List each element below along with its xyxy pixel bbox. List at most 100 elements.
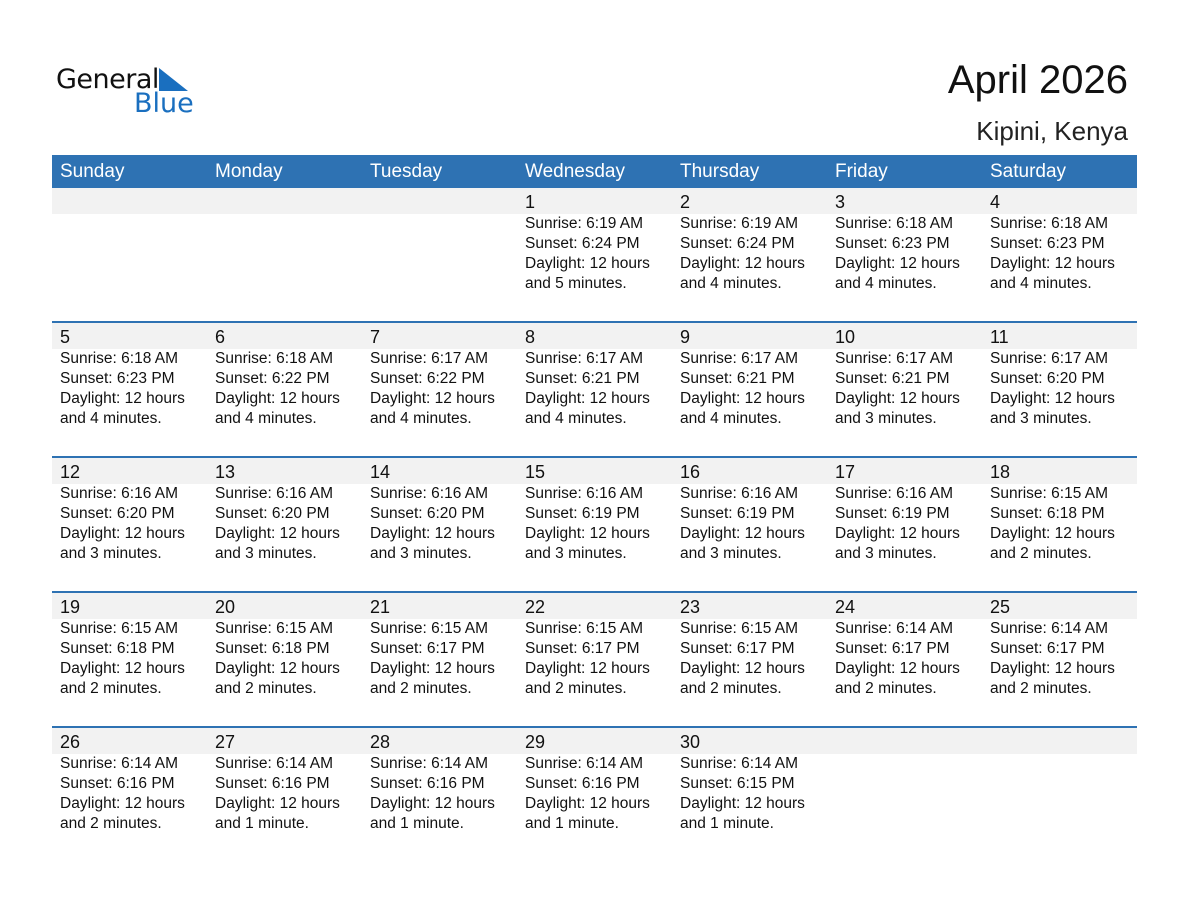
sunset-text: Sunset: 6:19 PM <box>525 505 640 522</box>
day-number: 10 <box>835 327 856 347</box>
daylight-text: Daylight: 12 hours <box>60 795 185 812</box>
daylight-minutes-text: and 4 minutes. <box>835 275 937 292</box>
week-row: 1 Sunrise: 6:19 AM Sunset: 6:24 PM Daylight… <box>52 188 1137 323</box>
weekday-thursday: Thursday <box>680 161 760 182</box>
sunset-text: Sunset: 6:17 PM <box>835 640 950 657</box>
sunrise-text: Sunrise: 6:14 AM <box>525 755 644 772</box>
sunset-text: Sunset: 6:23 PM <box>60 370 175 387</box>
daylight-minutes-text: and 5 minutes. <box>525 275 627 292</box>
daylight-text: Daylight: 12 hours <box>525 390 650 407</box>
daylight-text: Daylight: 12 hours <box>525 255 650 272</box>
daylight-text: Daylight: 12 hours <box>215 390 340 407</box>
empty-cell <box>207 188 362 323</box>
day-cell: 20 Sunrise: 6:15 AM Sunset: 6:18 PM Dayligh… <box>207 593 362 728</box>
weekday-sunday: Sunday <box>60 161 125 182</box>
day-number: 29 <box>525 732 546 752</box>
day-number-band <box>52 728 1137 754</box>
day-cell: 11 Sunrise: 6:17 AM Sunset: 6:20 PM Dayligh… <box>982 323 1137 458</box>
location: Kipini, Kenya <box>976 116 1128 146</box>
daylight-text: Daylight: 12 hours <box>835 660 960 677</box>
sunset-text: Sunset: 6:19 PM <box>680 505 795 522</box>
daylight-minutes-text: and 3 minutes. <box>525 545 627 562</box>
day-cell: 18 Sunrise: 6:15 AM Sunset: 6:18 PM Dayligh… <box>982 458 1137 593</box>
day-number: 1 <box>525 192 536 212</box>
day-cell: 27 Sunrise: 6:14 AM Sunset: 6:16 PM Dayligh… <box>207 728 362 863</box>
sunset-text: Sunset: 6:24 PM <box>680 235 795 252</box>
day-cell: 15 Sunrise: 6:16 AM Sunset: 6:19 PM Dayligh… <box>517 458 672 593</box>
sunrise-text: Sunrise: 6:14 AM <box>835 620 954 637</box>
day-cell: 14 Sunrise: 6:16 AM Sunset: 6:20 PM Dayligh… <box>362 458 517 593</box>
daylight-text: Daylight: 12 hours <box>680 660 805 677</box>
daylight-minutes-text: and 2 minutes. <box>370 680 472 697</box>
day-number: 6 <box>215 327 226 347</box>
day-number: 25 <box>990 597 1011 617</box>
daylight-text: Daylight: 12 hours <box>835 525 960 542</box>
daylight-text: Daylight: 12 hours <box>370 525 495 542</box>
day-number-band <box>52 458 1137 484</box>
empty-cell <box>827 728 982 863</box>
sunset-text: Sunset: 6:21 PM <box>835 370 950 387</box>
day-number: 5 <box>60 327 71 347</box>
day-number: 13 <box>215 462 236 482</box>
day-number: 20 <box>215 597 236 617</box>
daylight-minutes-text: and 1 minute. <box>525 815 619 832</box>
day-number: 11 <box>990 327 1009 347</box>
sunrise-text: Sunrise: 6:14 AM <box>990 620 1109 637</box>
day-number: 21 <box>370 597 391 617</box>
daylight-minutes-text: and 4 minutes. <box>215 410 317 427</box>
sunset-text: Sunset: 6:23 PM <box>835 235 950 252</box>
day-number: 3 <box>835 192 846 212</box>
week-row: 12 Sunrise: 6:16 AM Sunset: 6:20 PM Dayligh… <box>52 456 1137 593</box>
day-number: 24 <box>835 597 856 617</box>
sunset-text: Sunset: 6:22 PM <box>215 370 330 387</box>
day-number: 26 <box>60 732 81 752</box>
sunset-text: Sunset: 6:21 PM <box>680 370 795 387</box>
day-cell: 29 Sunrise: 6:14 AM Sunset: 6:16 PM Dayligh… <box>517 728 672 863</box>
logo-blue: Blue <box>134 88 194 119</box>
daylight-minutes-text: and 4 minutes. <box>370 410 472 427</box>
day-number: 4 <box>990 192 1001 212</box>
daylight-minutes-text: and 2 minutes. <box>680 680 782 697</box>
day-cell: 17 Sunrise: 6:16 AM Sunset: 6:19 PM Dayligh… <box>827 458 982 593</box>
sunset-text: Sunset: 6:18 PM <box>60 640 175 657</box>
sunset-text: Sunset: 6:21 PM <box>525 370 640 387</box>
day-number: 23 <box>680 597 701 617</box>
sunset-text: Sunset: 6:16 PM <box>525 775 640 792</box>
sunset-text: Sunset: 6:20 PM <box>215 505 330 522</box>
day-cell: 24 Sunrise: 6:14 AM Sunset: 6:17 PM Dayligh… <box>827 593 982 728</box>
day-cell: 13 Sunrise: 6:16 AM Sunset: 6:20 PM Dayligh… <box>207 458 362 593</box>
sunrise-text: Sunrise: 6:16 AM <box>215 485 334 502</box>
day-cell: 12 Sunrise: 6:16 AM Sunset: 6:20 PM Dayligh… <box>52 458 207 593</box>
day-cell: 19 Sunrise: 6:15 AM Sunset: 6:18 PM Dayligh… <box>52 593 207 728</box>
daylight-minutes-text: and 4 minutes. <box>680 410 782 427</box>
week-row: 5 Sunrise: 6:18 AM Sunset: 6:23 PM Daylight… <box>52 321 1137 458</box>
week-row: 26 Sunrise: 6:14 AM Sunset: 6:16 PM Dayligh… <box>52 726 1137 863</box>
sunrise-text: Sunrise: 6:17 AM <box>680 350 799 367</box>
sunrise-text: Sunrise: 6:15 AM <box>215 620 334 637</box>
sunrise-text: Sunrise: 6:14 AM <box>370 755 489 772</box>
sunset-text: Sunset: 6:15 PM <box>680 775 795 792</box>
sunrise-text: Sunrise: 6:19 AM <box>525 215 644 232</box>
daylight-minutes-text: and 1 minute. <box>370 815 464 832</box>
day-number: 8 <box>525 327 536 347</box>
day-cell: 26 Sunrise: 6:14 AM Sunset: 6:16 PM Dayligh… <box>52 728 207 863</box>
sunset-text: Sunset: 6:17 PM <box>680 640 795 657</box>
day-cell: 1 Sunrise: 6:19 AM Sunset: 6:24 PM Daylight… <box>517 188 672 323</box>
daylight-minutes-text: and 3 minutes. <box>60 545 162 562</box>
day-number: 22 <box>525 597 546 617</box>
daylight-minutes-text: and 4 minutes. <box>990 275 1092 292</box>
day-number: 15 <box>525 462 546 482</box>
sunrise-text: Sunrise: 6:17 AM <box>525 350 644 367</box>
sunset-text: Sunset: 6:18 PM <box>215 640 330 657</box>
sunset-text: Sunset: 6:19 PM <box>835 505 950 522</box>
day-cell: 21 Sunrise: 6:15 AM Sunset: 6:17 PM Dayligh… <box>362 593 517 728</box>
daylight-minutes-text: and 2 minutes. <box>990 680 1092 697</box>
sunrise-text: Sunrise: 6:15 AM <box>680 620 799 637</box>
daylight-text: Daylight: 12 hours <box>680 795 805 812</box>
daylight-minutes-text: and 3 minutes. <box>990 410 1092 427</box>
day-cell: 22 Sunrise: 6:15 AM Sunset: 6:17 PM Dayligh… <box>517 593 672 728</box>
day-number: 19 <box>60 597 81 617</box>
sunset-text: Sunset: 6:16 PM <box>215 775 330 792</box>
day-cell: 8 Sunrise: 6:17 AM Sunset: 6:21 PM Daylight… <box>517 323 672 458</box>
